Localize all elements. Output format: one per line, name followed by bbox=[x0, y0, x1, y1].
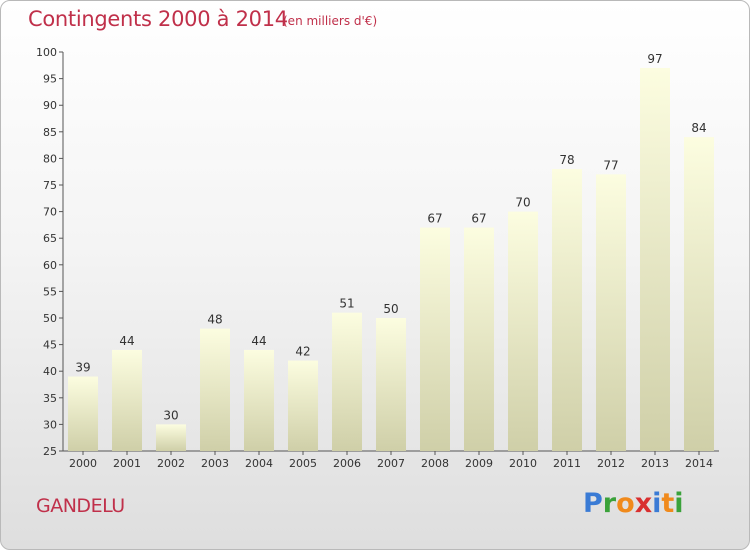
y-tick-label: 30 bbox=[43, 418, 57, 431]
y-tick-label: 70 bbox=[43, 206, 57, 219]
bar-2004 bbox=[244, 349, 274, 451]
logo-letter: o bbox=[616, 488, 635, 519]
x-tick-label: 2001 bbox=[113, 457, 141, 470]
y-tick-label: 55 bbox=[43, 285, 57, 298]
bar-2000 bbox=[68, 376, 98, 451]
axes: 25 30 35 40 45 50 55 60 65 70 75 80 85 90 95 100 2000 200… bbox=[36, 46, 719, 470]
x-tick-label: 2013 bbox=[641, 457, 669, 470]
y-tick-label: 50 bbox=[43, 312, 57, 325]
data-label-2013: 97 bbox=[647, 52, 662, 66]
x-tick-label: 2011 bbox=[553, 457, 581, 470]
bar-2014 bbox=[684, 137, 714, 451]
y-tick-label: 65 bbox=[43, 232, 57, 245]
data-label-2008: 67 bbox=[427, 212, 442, 226]
logo-letter: x bbox=[634, 488, 653, 519]
y-tick-label: 95 bbox=[43, 73, 57, 86]
y-tick-label: 60 bbox=[43, 259, 57, 272]
bar-2001 bbox=[112, 349, 142, 451]
y-tick-label: 85 bbox=[43, 126, 57, 139]
chart-title: Contingents 2000 à 2014 bbox=[28, 7, 288, 31]
bars: 39 44 30 48 44 42 51 50 67 67 70 78 77 97 84 bbox=[68, 52, 714, 452]
data-label-2011: 78 bbox=[559, 153, 574, 167]
bar-2013 bbox=[640, 67, 670, 452]
data-label-2004: 44 bbox=[251, 334, 266, 348]
y-tick-label: 25 bbox=[43, 445, 57, 458]
x-tick-label: 2004 bbox=[245, 457, 273, 470]
logo-letter: P bbox=[583, 488, 603, 519]
data-label-2006: 51 bbox=[339, 297, 354, 311]
chart-subtitle: (en milliers d'€) bbox=[283, 14, 378, 28]
bar-2011 bbox=[552, 169, 582, 452]
y-tick-label: 35 bbox=[43, 392, 57, 405]
bar-2008 bbox=[420, 227, 450, 451]
logo-letter: t bbox=[661, 488, 675, 519]
bar-2007 bbox=[376, 318, 406, 451]
commune-name: GANDELU bbox=[36, 495, 125, 517]
y-tick-label: 40 bbox=[43, 365, 57, 378]
y-tick-label: 80 bbox=[43, 152, 57, 165]
x-tick-label: 2014 bbox=[685, 457, 713, 470]
x-tick-label: 2009 bbox=[465, 457, 493, 470]
bar-2010 bbox=[508, 211, 538, 451]
data-label-2003: 48 bbox=[207, 313, 222, 327]
data-label-2002: 30 bbox=[163, 408, 178, 422]
bar-2002 bbox=[156, 424, 186, 451]
data-label-2009: 67 bbox=[471, 212, 486, 226]
x-tick-label: 2006 bbox=[333, 457, 361, 470]
logo-letter: i bbox=[674, 488, 684, 519]
logo-letter: r bbox=[602, 488, 617, 519]
proxiti-logo: Proxiti bbox=[583, 488, 684, 519]
x-tick-label: 2008 bbox=[421, 457, 449, 470]
data-label-2001: 44 bbox=[119, 334, 134, 348]
x-tick-label: 2007 bbox=[377, 457, 405, 470]
x-tick-label: 2012 bbox=[597, 457, 625, 470]
x-tick-label: 2003 bbox=[201, 457, 229, 470]
y-tick-label: 75 bbox=[43, 179, 57, 192]
y-tick-label: 100 bbox=[36, 46, 57, 59]
x-tick-label: 2005 bbox=[289, 457, 317, 470]
x-tick-label: 2010 bbox=[509, 457, 537, 470]
bar-2005 bbox=[288, 360, 318, 451]
bar-2012 bbox=[596, 174, 626, 452]
y-tick-label: 90 bbox=[43, 99, 57, 112]
data-label-2014: 84 bbox=[691, 121, 706, 135]
data-label-2005: 42 bbox=[295, 345, 310, 359]
data-label-2007: 50 bbox=[383, 302, 398, 316]
data-label-2010: 70 bbox=[515, 196, 530, 210]
data-label-2000: 39 bbox=[75, 361, 90, 375]
x-tick-label: 2002 bbox=[157, 457, 185, 470]
bar-2006 bbox=[332, 312, 362, 451]
y-tick-label: 45 bbox=[43, 339, 57, 352]
data-label-2012: 77 bbox=[603, 158, 618, 172]
bar-2003 bbox=[200, 328, 230, 451]
x-tick-label: 2000 bbox=[69, 457, 97, 470]
bar-2009 bbox=[464, 227, 494, 451]
logo-letter: i bbox=[652, 488, 662, 519]
